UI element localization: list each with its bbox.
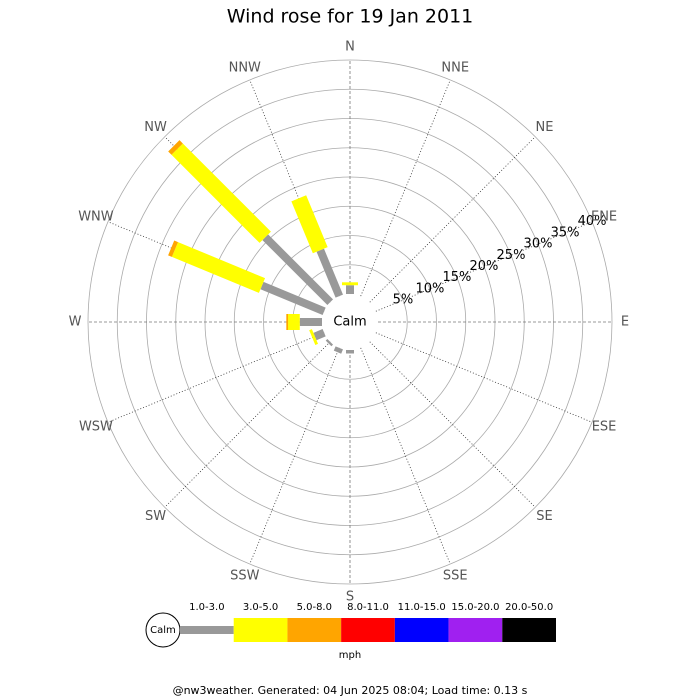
direction-label: SE — [536, 509, 552, 524]
legend-calm-label: Calm — [150, 625, 176, 636]
direction-label: S — [346, 590, 354, 605]
bar-segment — [171, 143, 271, 243]
bar-segment — [333, 346, 343, 354]
legend-swatch — [341, 618, 395, 642]
legend-label: 5.0-8.0 — [297, 602, 332, 613]
legend: Calm mph 1.0-3.0 3.0-5.0 5.0-8.0 8.0-11.0 11… — [145, 602, 556, 661]
spoke — [249, 347, 340, 565]
direction-label: NNE — [441, 60, 469, 75]
spoke — [360, 79, 451, 297]
spoke — [107, 332, 325, 423]
direction-label: WNW — [78, 209, 114, 224]
legend-swatch — [502, 618, 556, 642]
r-tick-label: 40% — [578, 214, 607, 229]
chart-title: Wind rose for 19 Jan 2011 — [227, 6, 474, 28]
direction-label: SSW — [230, 569, 260, 584]
legend-label: 1.0-3.0 — [189, 602, 224, 613]
bar-segment — [309, 329, 319, 346]
bar-segment — [171, 242, 266, 293]
direction-label: ENE — [591, 209, 617, 224]
calm-label: Calm — [333, 315, 366, 330]
grid-ring — [116, 88, 584, 556]
bar-segment — [325, 338, 334, 347]
bar-segment — [168, 240, 179, 257]
r-tick-label: 10% — [415, 281, 444, 296]
direction-label: NE — [535, 120, 553, 135]
grid: 5%10%15%20%25%30%35%40%NNNENEENEEESESESS… — [69, 40, 630, 605]
r-tick-label: 30% — [524, 237, 553, 252]
direction-label: E — [621, 315, 629, 330]
bars — [168, 140, 358, 354]
spoke — [360, 347, 451, 565]
legend-label: 15.0-20.0 — [451, 602, 499, 613]
legend-label: 3.0-5.0 — [243, 602, 278, 613]
footer: @nw3weather. Generated: 04 Jun 2025 08:0… — [173, 684, 528, 697]
grid-ring — [87, 59, 613, 585]
legend-label: 8.0-11.0 — [347, 602, 389, 613]
legend-swatch — [448, 618, 503, 642]
direction-label: NW — [144, 120, 167, 135]
r-tick-label: 5% — [393, 293, 414, 308]
spoke — [164, 341, 331, 508]
grid-ring — [263, 235, 437, 409]
direction-label: ESE — [592, 420, 617, 435]
direction-label: SSE — [443, 569, 468, 584]
spoke — [369, 341, 536, 508]
bar-segment — [260, 281, 326, 315]
bar-segment — [313, 329, 326, 341]
legend-label: 11.0-15.0 — [398, 602, 446, 613]
bar-segment — [262, 234, 334, 306]
spoke — [375, 221, 593, 312]
direction-label: WSW — [79, 420, 113, 435]
legend-swatch — [287, 618, 342, 642]
bar-segment — [168, 140, 183, 155]
spoke — [375, 332, 593, 423]
bar-segment — [316, 248, 343, 298]
direction-label: W — [69, 315, 82, 330]
legend-swatch — [394, 618, 449, 642]
spoke — [369, 136, 536, 303]
calm-circle — [324, 296, 376, 348]
legend-swatch — [180, 626, 234, 634]
legend-label: 20.0-50.0 — [505, 602, 553, 613]
r-tick-label: 25% — [497, 248, 526, 263]
legend-swatch — [233, 618, 288, 642]
direction-label: SW — [145, 509, 166, 524]
direction-label: NNW — [229, 60, 261, 75]
legend-unit: mph — [339, 650, 361, 661]
direction-label: N — [345, 40, 355, 55]
bar-segment — [291, 195, 328, 254]
